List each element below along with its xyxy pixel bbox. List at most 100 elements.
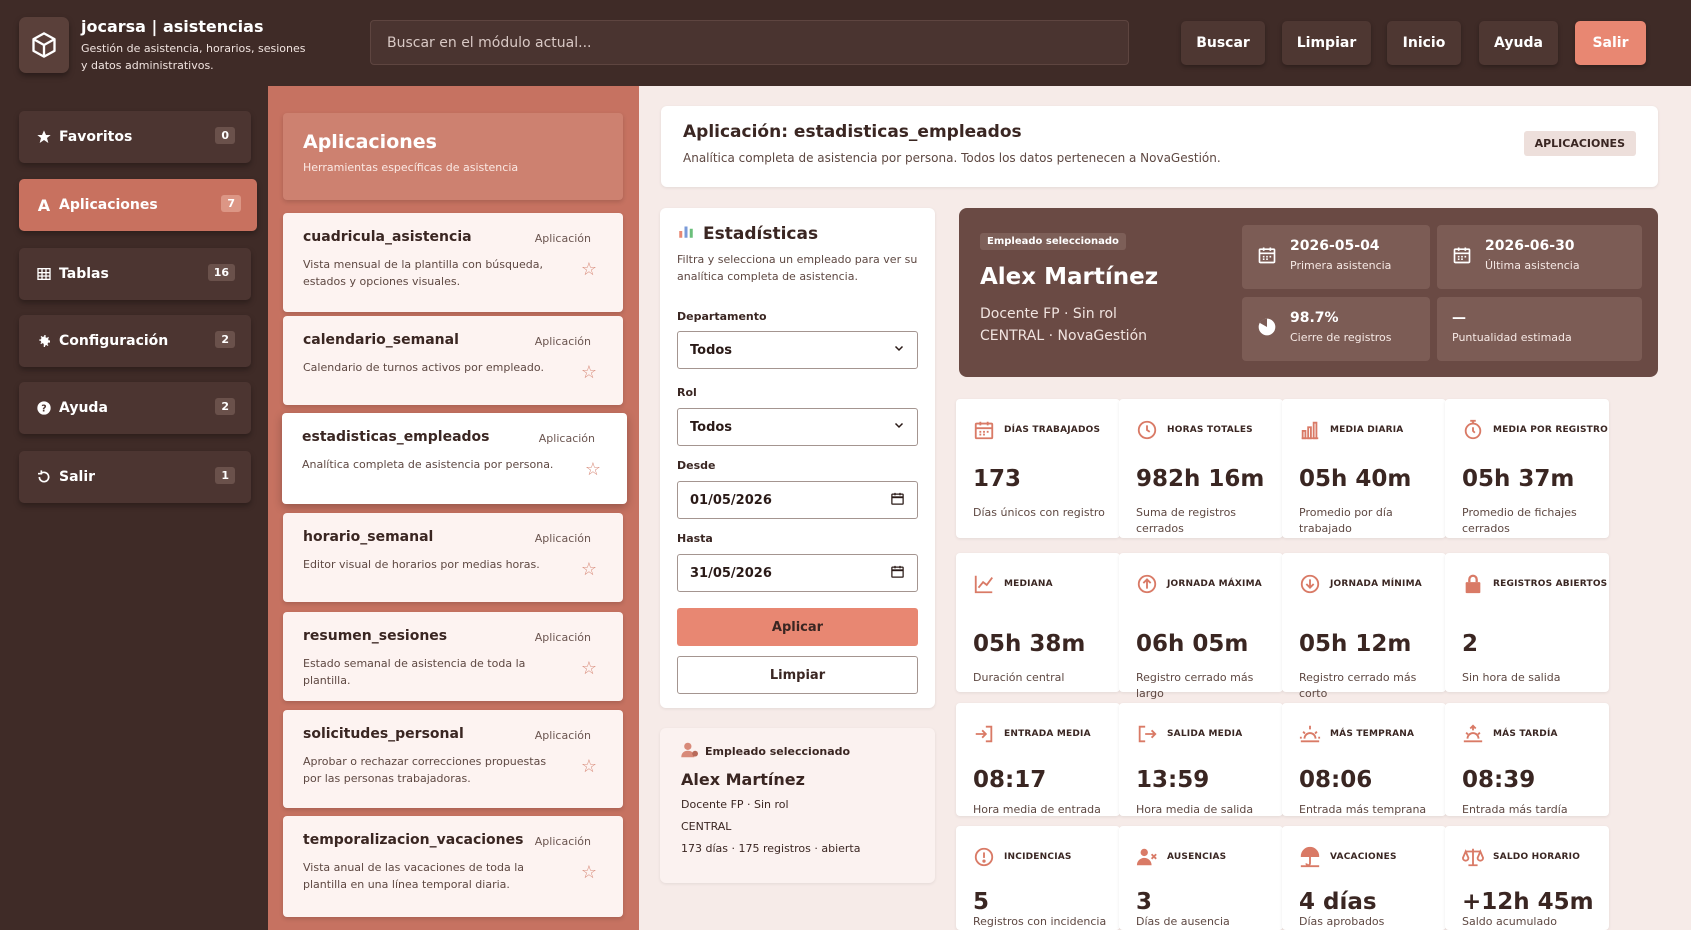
gear-icon [35,333,53,349]
metric-card-jornada-maxima: Jornada máxima 06h 05m Registro cerrado … [1119,553,1283,700]
count-badge: 2 [215,398,235,415]
lock-icon [1462,573,1484,595]
metric-value: 982h 16m [1136,466,1265,492]
app-name: solicitudes_personal [303,726,464,742]
calendar-icon [1452,245,1472,265]
hero-stat-label: Última asistencia [1485,259,1580,272]
metric-description: Sin hora de salida [1462,671,1561,684]
desde-date-input[interactable]: 01/05/2026 [677,481,918,519]
calendar-icon[interactable] [890,491,905,510]
salir-button[interactable]: Salir [1575,21,1646,65]
app-card-cuadricula-asistencia[interactable]: cuadricula_asistencia Aplicación Vista m… [283,213,623,312]
calendar-icon [973,419,995,441]
umbrella-icon [1299,846,1321,868]
metric-header: Saldo horario [1462,846,1580,868]
app-kind: Aplicación [534,835,591,848]
metric-value: 173 [973,466,1022,492]
svg-text:?: ? [41,403,46,414]
rol-label: Rol [677,386,697,399]
metric-value: 05h 37m [1462,466,1575,492]
metric-value: 08:39 [1462,767,1536,793]
app-card-horario-semanal[interactable]: horario_semanal Aplicación Editor visual… [283,513,623,602]
metric-header: Más temprana [1299,723,1414,745]
sidebar-item-favoritos[interactable]: Favoritos 0 [19,111,251,163]
metric-card-salida-media: Salida media 13:59 Hora media de salida [1119,703,1283,816]
clear-button[interactable]: Limpiar [677,656,918,694]
search-input[interactable] [370,20,1129,65]
sign-in-icon [973,723,995,745]
calendar-icon[interactable] [890,564,905,583]
user-x-icon [1136,846,1158,868]
metric-card-registros-abiertos: Registros abiertos 2 Sin hora de salida [1445,553,1609,692]
metric-label: Media por registro [1493,425,1608,435]
hero-stat-value: 2026-05-04 [1290,238,1380,254]
metric-card-mas-tardia: Más tardía 08:39 Entrada más tardía [1445,703,1609,816]
buscar-button[interactable]: Buscar [1181,21,1265,65]
departamento-select[interactable]: Todos [677,331,918,369]
hasta-date-input[interactable]: 31/05/2026 [677,554,918,592]
metric-description: Saldo acumulado [1462,915,1557,928]
employee-name: Alex Martínez [681,770,805,789]
apply-button[interactable]: Aplicar [677,608,918,646]
favorite-star-icon[interactable]: ☆ [584,459,601,480]
sidebar-item-label: Configuración [59,333,169,349]
app-kind: Aplicación [534,631,591,644]
favorite-star-icon[interactable]: ☆ [580,362,597,383]
count-badge: 7 [221,195,241,212]
app-card-solicitudes-personal[interactable]: solicitudes_personal Aplicación Aprobar … [283,710,623,808]
limpiar-button[interactable]: Limpiar [1282,21,1371,65]
app-kind: Aplicación [534,335,591,348]
applications-subtitle: Herramientas específicas de asistencia [303,161,519,174]
app-name: temporalizacion_vacaciones [303,832,524,848]
ayuda-button[interactable]: Ayuda [1479,21,1558,65]
metric-label: Saldo horario [1493,852,1581,862]
metric-description: Hora media de entrada [973,803,1101,816]
metric-card-saldo-horario: Saldo horario +12h 45m Saldo acumulado [1445,826,1609,930]
app-description: Editor visual de horarios por medias hor… [303,558,540,571]
metric-description: Duración central [973,671,1065,684]
app-card-resumen-sesiones[interactable]: resumen_sesiones Aplicación Estado seman… [283,612,623,701]
hero-badge: Empleado seleccionado [980,233,1126,250]
favorite-star-icon[interactable]: ☆ [580,658,597,679]
metric-header: Vacaciones [1299,846,1397,868]
app-card-temporalizacion-vacaciones[interactable]: temporalizacion_vacaciones Aplicación Vi… [283,816,623,917]
table-icon [35,266,53,282]
desde-value: 01/05/2026 [690,492,772,508]
favorite-star-icon[interactable]: ☆ [580,862,597,883]
rol-value: Todos [690,419,733,435]
app-description: Analítica completa de asistencia por per… [302,458,554,471]
metric-label: Días trabajados [1004,425,1101,435]
favorite-star-icon[interactable]: ☆ [580,259,597,280]
metric-header: Incidencias [973,846,1072,868]
metric-card-media-diaria: Media diaria 05h 40m Promedio por día tr… [1282,399,1446,538]
inicio-button[interactable]: Inicio [1387,21,1461,65]
app-kind: Aplicación [534,532,591,545]
bar-chart-icon [677,222,695,245]
count-badge: 16 [207,264,235,281]
metric-label: Más tardía [1493,729,1558,739]
stopwatch-icon [1462,419,1484,441]
app-title: jocarsa | asistencias [81,17,264,36]
sidebar-item-ayuda[interactable]: ? Ayuda 2 [19,382,251,434]
app-card-estadisticas-empleados[interactable]: estadisticas_empleados Aplicación Analít… [282,413,627,504]
metric-label: Entrada media [1004,729,1091,739]
sidebar-item-configuracion[interactable]: Configuración 2 [19,315,251,367]
alert-icon [973,846,995,868]
app-name: resumen_sesiones [303,628,448,644]
hero-stat-cierre-registros: 98.7% Cierre de registros [1242,297,1430,361]
app-card-calendario-semanal[interactable]: calendario_semanal Aplicación Calendario… [283,316,623,405]
metric-card-horas-totales: Horas totales 982h 16m Suma de registros… [1119,399,1283,538]
arrow-up-circle-icon [1136,573,1158,595]
metric-header: Media diaria [1299,419,1403,441]
sidebar-item-salir[interactable]: Salir 1 [19,451,251,503]
metric-value: 13:59 [1136,767,1210,793]
sidebar-item-aplicaciones[interactable]: A Aplicaciones 7 [19,179,257,231]
selected-employee-heading: Empleado seleccionado [681,742,914,761]
metric-header: Entrada media [973,723,1091,745]
metric-label: Incidencias [1004,852,1072,862]
rol-select[interactable]: Todos [677,408,918,446]
favorite-star-icon[interactable]: ☆ [580,756,597,777]
favorite-star-icon[interactable]: ☆ [580,559,597,580]
hero-stat-label: Primera asistencia [1290,259,1392,272]
sidebar-item-tablas[interactable]: Tablas 16 [19,248,251,300]
